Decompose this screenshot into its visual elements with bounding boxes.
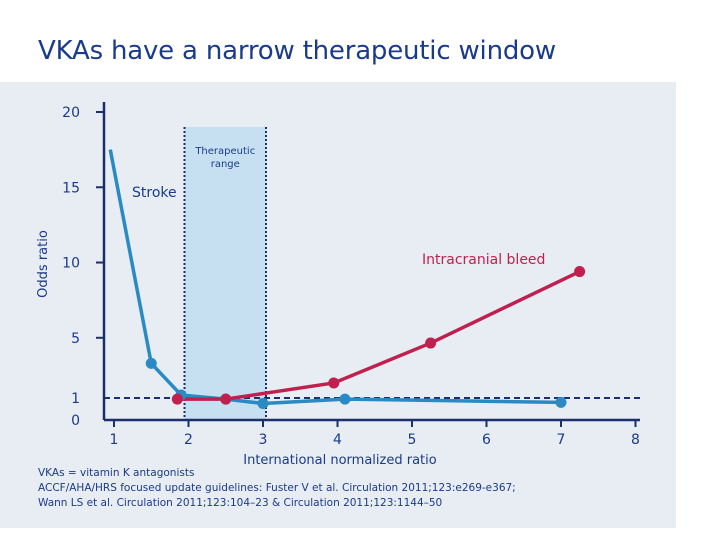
x-tick-label: 6 [482, 432, 491, 448]
y-tick-label: 5 [71, 331, 80, 347]
data-point-stroke [145, 357, 157, 369]
data-point-stroke [339, 393, 351, 405]
therapeutic-range-band [184, 127, 266, 420]
data-point-intracranial-bleed [171, 393, 183, 405]
therapeutic-range-label-line1: Therapeutic [194, 146, 255, 157]
data-point-intracranial-bleed [574, 266, 586, 278]
series-label-intracranial-bleed: Intracranial bleed [422, 252, 545, 268]
footnote-reference-1: ACCF/AHA/HRS focused update guidelines: … [38, 482, 516, 494]
data-point-intracranial-bleed [328, 377, 340, 389]
data-point-stroke [555, 396, 567, 408]
x-tick-label: 5 [408, 432, 417, 448]
series-line-stroke [108, 149, 562, 406]
footnotes: VKAs = vitamin K antagonists ACCF/AHA/HR… [38, 466, 516, 511]
x-tick-label: 7 [557, 432, 566, 448]
x-tick-label: 3 [259, 432, 268, 448]
y-tick-label: 1 [71, 391, 80, 407]
x-tick-label: 8 [631, 432, 640, 448]
x-tick-label: 4 [333, 432, 342, 448]
data-point-stroke [257, 398, 269, 409]
therapeutic-range-label-line2: range [211, 159, 240, 170]
title-band [0, 0, 720, 82]
x-axis-ticks: 1 2 3 4 5 6 7 8 [110, 420, 640, 448]
x-tick-label: 1 [110, 432, 119, 448]
slide-title: VKAs have a narrow therapeutic window [38, 36, 556, 66]
footnote-abbreviation: VKAs = vitamin K antagonists [38, 467, 195, 479]
y-tick-label: 20 [62, 105, 80, 121]
data-point-intracranial-bleed [425, 337, 437, 349]
x-axis-label: International normalized ratio [243, 453, 436, 468]
y-tick-label: 15 [62, 180, 80, 196]
y-axis-label: Odds ratio [36, 230, 51, 298]
footnote-reference-2: Wann LS et al. Circulation 2011;123:104–… [38, 497, 443, 509]
y-tick-label: 0 [71, 413, 80, 429]
y-tick-label: 10 [62, 256, 80, 272]
series-label-stroke: Stroke [132, 185, 177, 201]
x-tick-label: 2 [184, 432, 193, 448]
data-point-intracranial-bleed [220, 393, 232, 405]
series-layer [108, 149, 586, 409]
